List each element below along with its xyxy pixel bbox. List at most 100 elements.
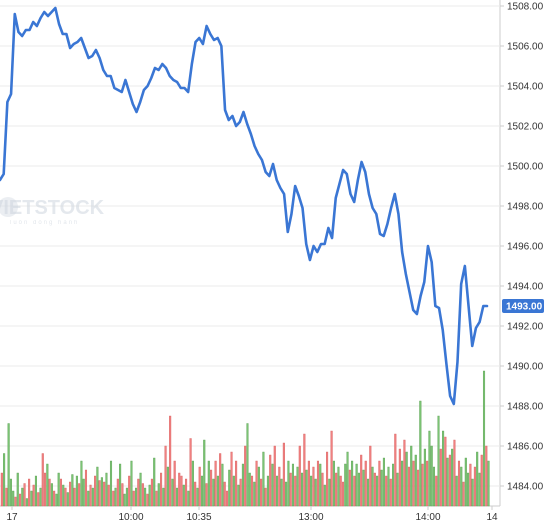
last-price-badge: 1493.00 [502, 299, 544, 313]
volume-bar-down [462, 481, 465, 507]
volume-bar-up [319, 463, 322, 507]
volume-bar-down [198, 466, 201, 507]
volume-bar-up [419, 400, 422, 507]
last-price-label: 1493.00 [506, 302, 543, 313]
volume-bar-up [71, 474, 74, 507]
volume-bar-down [407, 466, 410, 507]
volume-bar-up [30, 490, 33, 507]
volume-bar-down [128, 475, 131, 507]
x-tick-label: 10:35 [186, 512, 211, 523]
volume-bar-up [392, 463, 395, 507]
volume-bar-down [307, 460, 310, 507]
volume-bar-down [330, 430, 333, 507]
volume-bar-up [21, 487, 24, 507]
volume-bar-down [214, 460, 217, 507]
volume-bar-down [94, 475, 97, 507]
volume-bar-down [250, 475, 254, 507]
volume-bar-up [366, 478, 370, 507]
volume-bar-down [103, 481, 106, 507]
volume-bar-up [246, 423, 249, 507]
volume-bar-up [437, 415, 440, 507]
volume-bar-up [109, 460, 113, 507]
volume-bar-up [191, 460, 194, 507]
volume-bar-up [305, 469, 308, 507]
volume-bar-down [14, 496, 17, 507]
volume-bar-down [205, 483, 208, 507]
volume-bar-down [223, 481, 226, 507]
volume-bar-up [471, 478, 474, 507]
volume-bar-up [428, 430, 431, 507]
volume-bar-down [448, 454, 451, 507]
volume-bar-up [216, 475, 219, 507]
volume-bar-up [285, 481, 288, 507]
volume-bar-up [310, 475, 313, 507]
volume-bar-down [278, 466, 281, 507]
volume-bar-up [314, 478, 317, 507]
volume-bar-up [207, 460, 210, 507]
volume-bar-up [228, 469, 231, 507]
volume-bar-up [291, 463, 295, 507]
volume-bar-down [164, 445, 167, 507]
volume-bar-up [153, 457, 156, 507]
price-line [0, 6, 489, 406]
volume-bar-down [121, 483, 124, 507]
volume-bar-up [446, 457, 449, 507]
volume-bar-down [73, 487, 76, 507]
volume-bar-up [91, 487, 94, 507]
volume-bar-up [46, 463, 49, 507]
volume-bar-up [382, 457, 385, 507]
volume-bar-up [144, 487, 147, 507]
x-tick-label: 14:00 [415, 512, 440, 523]
volume-bar-down [112, 490, 115, 507]
volume-bar-down [421, 463, 424, 507]
volume-bar-up [460, 466, 463, 507]
volume-bar-down [385, 475, 388, 507]
volume-bar-up [182, 484, 185, 507]
volume-bar-up [212, 478, 215, 507]
watermark-subtitle: luôn đồng hành [10, 220, 79, 226]
volume-bar-down [48, 478, 51, 507]
volume-bar-down [339, 475, 342, 507]
x-axis: 17 10:00 10:35 13:00 14:00 14 [6, 506, 498, 523]
volume-bar-down [378, 460, 381, 507]
volume-bar-up [401, 460, 404, 507]
volume-bar-down [44, 472, 47, 507]
volume-bar-up [57, 472, 60, 507]
volume-bar-up [203, 439, 206, 507]
vietstock-watermark: VIETSTOCK luôn đồng hành [0, 197, 105, 226]
volume-bar-down [321, 472, 324, 507]
volume-bar-down [41, 453, 44, 507]
chart-grid [0, 0, 501, 507]
volume-bar-down [230, 451, 233, 507]
volume-bar-down [219, 453, 222, 507]
volume-bar-up [371, 466, 374, 507]
volume-bar-up [362, 469, 365, 507]
volume-bar-down [373, 472, 376, 507]
volume-bar-up [296, 466, 299, 507]
volume-bar-up [221, 463, 224, 507]
volume-bar-down [173, 460, 176, 507]
volume-bar-down [341, 481, 345, 507]
volume-bar-up [55, 493, 58, 507]
volume-bar-down [28, 478, 31, 507]
volume-bar-down [225, 490, 229, 507]
y-tick-label: 1506.00 [507, 42, 544, 53]
volume-bar-up [376, 475, 379, 507]
y-tick-label: 1496.00 [507, 242, 544, 253]
price-line-layer [0, 6, 489, 406]
volume-bar-down [169, 415, 172, 507]
x-tick-label: 17 [6, 512, 18, 523]
volume-bar-up [39, 487, 42, 507]
volume-bar-up [232, 475, 235, 507]
volume-bar-down [394, 433, 397, 507]
y-tick-label: 1500.00 [507, 162, 544, 173]
x-tick-label: 10:00 [118, 512, 143, 523]
volume-bar-down [439, 448, 442, 507]
volume-bar-up [171, 478, 174, 507]
volume-bar-down [417, 469, 420, 507]
volume-bar-down [273, 445, 276, 507]
volume-bar-up [337, 466, 340, 507]
volume-bar-down [53, 490, 56, 507]
volume-bar-up [148, 484, 151, 507]
